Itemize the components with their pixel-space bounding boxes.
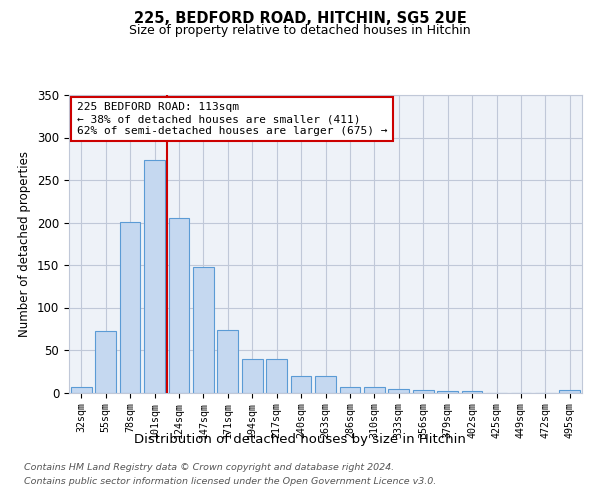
Text: 225 BEDFORD ROAD: 113sqm
← 38% of detached houses are smaller (411)
62% of semi-: 225 BEDFORD ROAD: 113sqm ← 38% of detach… — [77, 102, 387, 136]
Text: Size of property relative to detached houses in Hitchin: Size of property relative to detached ho… — [129, 24, 471, 37]
Bar — [437, 391, 458, 392]
Bar — [413, 390, 434, 392]
Bar — [71, 386, 92, 392]
Bar — [144, 160, 165, 392]
Text: Contains HM Land Registry data © Crown copyright and database right 2024.: Contains HM Land Registry data © Crown c… — [24, 464, 394, 472]
Bar — [217, 330, 238, 392]
Bar — [242, 358, 263, 392]
Bar — [290, 376, 311, 392]
Bar — [559, 390, 580, 392]
Y-axis label: Number of detached properties: Number of detached properties — [19, 151, 31, 337]
Bar — [315, 376, 336, 392]
Text: 225, BEDFORD ROAD, HITCHIN, SG5 2UE: 225, BEDFORD ROAD, HITCHIN, SG5 2UE — [134, 11, 466, 26]
Text: Contains public sector information licensed under the Open Government Licence v3: Contains public sector information licen… — [24, 477, 436, 486]
Bar — [340, 388, 361, 392]
Bar — [266, 358, 287, 392]
Bar — [169, 218, 190, 392]
Bar — [95, 332, 116, 392]
Bar — [364, 388, 385, 392]
Bar — [461, 391, 482, 392]
Bar — [388, 389, 409, 392]
Text: Distribution of detached houses by size in Hitchin: Distribution of detached houses by size … — [134, 432, 466, 446]
Bar — [119, 222, 140, 392]
Bar — [193, 266, 214, 392]
